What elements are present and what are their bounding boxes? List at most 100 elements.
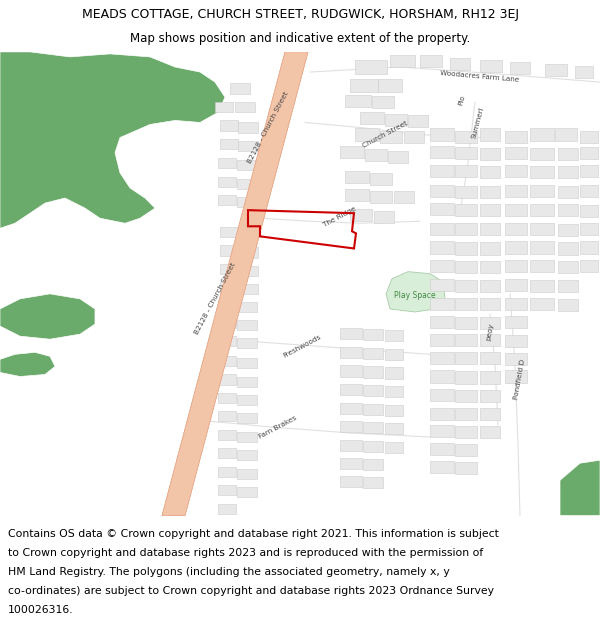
Bar	[430, 461, 454, 473]
Bar	[430, 259, 454, 272]
Bar	[430, 371, 454, 382]
Bar	[580, 185, 598, 197]
Bar	[530, 241, 554, 254]
Bar	[430, 425, 454, 437]
Bar	[430, 298, 454, 310]
Bar	[558, 148, 578, 160]
Bar	[480, 280, 500, 292]
Bar	[218, 356, 236, 366]
Bar	[237, 376, 257, 387]
Bar	[390, 55, 415, 67]
Bar	[505, 147, 527, 159]
Bar	[218, 300, 236, 310]
Bar	[558, 186, 578, 198]
Bar	[430, 129, 454, 141]
Bar	[455, 186, 477, 198]
Bar	[455, 298, 477, 310]
Text: B2128 - Church Street: B2128 - Church Street	[247, 91, 290, 164]
Bar	[237, 179, 257, 189]
Bar	[480, 371, 500, 384]
Bar	[340, 348, 362, 358]
Bar	[237, 488, 257, 498]
Bar	[530, 166, 554, 178]
Bar	[430, 316, 454, 328]
Bar	[455, 389, 477, 402]
Text: Woodacres Farm Lane: Woodacres Farm Lane	[440, 69, 520, 82]
Bar	[340, 440, 362, 451]
Bar	[340, 366, 362, 376]
Bar	[238, 284, 258, 294]
Bar	[580, 147, 598, 159]
Bar	[558, 166, 578, 178]
Text: B2128 - Church Street: B2128 - Church Street	[193, 262, 236, 336]
Bar	[374, 211, 394, 223]
Bar	[580, 165, 598, 177]
Bar	[545, 64, 567, 76]
Bar	[558, 242, 578, 254]
Text: Freshwoods: Freshwoods	[282, 334, 322, 359]
Bar	[340, 146, 364, 158]
Text: HM Land Registry. The polygons (including the associated geometry, namely x, y: HM Land Registry. The polygons (includin…	[8, 567, 449, 577]
Bar	[430, 334, 454, 346]
Bar	[505, 131, 527, 142]
Bar	[505, 259, 527, 272]
Bar	[385, 423, 403, 434]
Bar	[340, 476, 362, 488]
Text: Church Street: Church Street	[362, 120, 409, 149]
Bar	[455, 165, 477, 177]
Bar	[350, 209, 372, 221]
Bar	[455, 371, 477, 384]
Bar	[505, 241, 527, 254]
Bar	[363, 366, 383, 378]
Bar	[237, 358, 257, 368]
Text: Summerl: Summerl	[471, 106, 485, 139]
Bar	[238, 141, 258, 151]
Bar	[237, 432, 257, 442]
Bar	[218, 374, 236, 384]
Bar	[218, 504, 236, 514]
Bar	[455, 317, 477, 329]
Bar	[355, 60, 387, 74]
Text: to Crown copyright and database rights 2023 and is reproduced with the permissio: to Crown copyright and database rights 2…	[8, 548, 483, 558]
Bar	[220, 282, 238, 292]
Bar	[530, 259, 554, 272]
Bar	[350, 79, 378, 92]
Bar	[237, 469, 257, 479]
Bar	[505, 316, 527, 328]
Bar	[355, 129, 379, 141]
Bar	[558, 204, 578, 216]
Bar	[385, 368, 403, 379]
Bar	[575, 66, 593, 78]
Bar	[388, 151, 408, 162]
Bar	[555, 129, 577, 141]
Bar	[505, 223, 527, 236]
Bar	[218, 392, 236, 402]
Bar	[455, 280, 477, 292]
Bar	[480, 317, 500, 329]
Bar	[505, 185, 527, 197]
Polygon shape	[162, 52, 308, 516]
Bar	[370, 173, 392, 185]
Bar	[480, 60, 502, 72]
Bar	[238, 229, 258, 239]
Bar	[230, 83, 250, 94]
Polygon shape	[560, 460, 600, 516]
Bar	[530, 298, 554, 310]
Bar	[340, 384, 362, 394]
Polygon shape	[0, 52, 225, 228]
Bar	[370, 191, 392, 203]
Text: Pondfield D: Pondfield D	[514, 359, 527, 400]
Bar	[365, 149, 387, 161]
Bar	[378, 79, 402, 92]
Bar	[220, 246, 238, 256]
Bar	[580, 259, 598, 272]
Text: Map shows position and indicative extent of the property.: Map shows position and indicative extent…	[130, 32, 470, 46]
Bar	[363, 441, 383, 452]
Bar	[455, 426, 477, 438]
Bar	[380, 131, 402, 142]
Bar	[237, 302, 257, 312]
Bar	[363, 329, 383, 340]
Bar	[340, 421, 362, 432]
Bar	[345, 171, 369, 183]
Bar	[530, 204, 554, 216]
